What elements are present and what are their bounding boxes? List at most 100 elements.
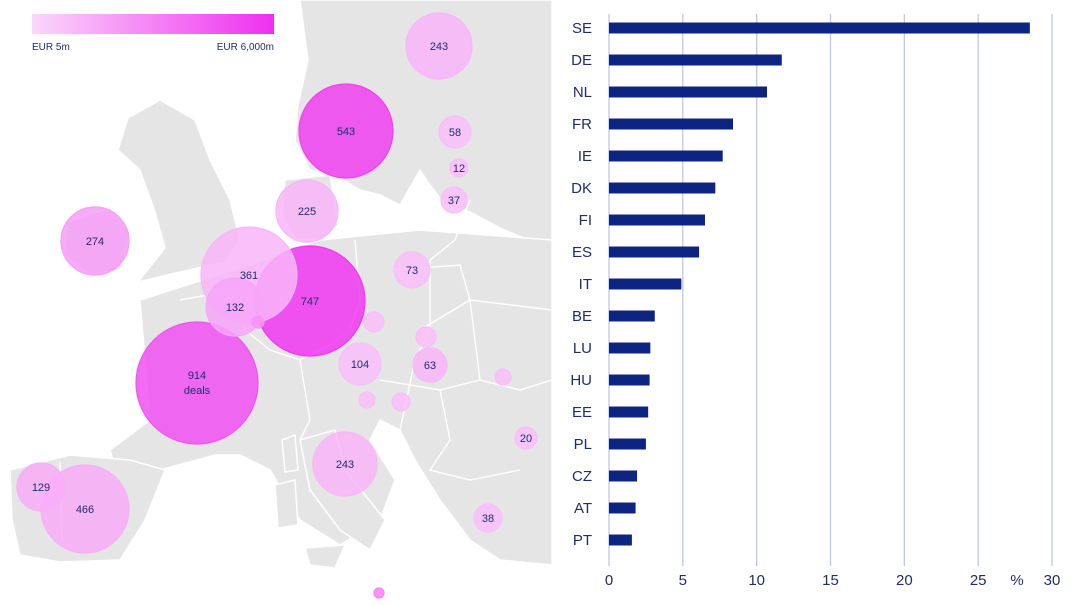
tick-label-10: 10 bbox=[748, 572, 765, 589]
bubble-hu bbox=[412, 347, 448, 383]
bubble-ie bbox=[60, 206, 130, 276]
map-svg: EUR 5m EUR 6,000m 914 deals 747 361 543 274 46… bbox=[9, 0, 552, 599]
bubble-label-fr: 914 bbox=[188, 370, 206, 382]
bubble-pt bbox=[16, 462, 66, 512]
category-label-dk: DK bbox=[571, 180, 592, 197]
bubble-sk bbox=[415, 326, 437, 348]
bubble-ro bbox=[494, 368, 512, 386]
bar-es bbox=[609, 246, 700, 258]
bubble-it bbox=[312, 431, 378, 497]
bar-chart-panel: SE DE NL FR IE DK FI ES IT BE LU HU EE PL CZ AT PT 0 5 10 1… bbox=[552, 0, 1075, 600]
legend-max-label: EUR 6,000m bbox=[217, 42, 274, 53]
category-label-fr: FR bbox=[572, 116, 592, 133]
bubble-label-pl: 73 bbox=[406, 265, 418, 277]
bubble-label-lv: 12 bbox=[453, 163, 465, 175]
bar-be bbox=[609, 310, 655, 322]
bar-hu bbox=[609, 374, 650, 386]
bubble-lt bbox=[440, 186, 468, 214]
bubble-se bbox=[298, 83, 394, 179]
bubble-label-se: 543 bbox=[337, 126, 355, 138]
bar-gridlines bbox=[608, 14, 1053, 566]
category-label-nl: NL bbox=[573, 84, 592, 101]
bar-dk bbox=[609, 182, 716, 194]
bubble-hr bbox=[391, 392, 411, 412]
bubble-label-at: 104 bbox=[351, 359, 369, 371]
bubble-mt bbox=[373, 587, 385, 599]
category-label-fi: FI bbox=[579, 212, 592, 229]
europe-bubble-map: EUR 5m EUR 6,000m 914 deals 747 361 543 274 46… bbox=[9, 0, 552, 599]
bar-pl bbox=[609, 438, 646, 450]
bar-nl bbox=[609, 86, 768, 98]
corsica-land bbox=[281, 433, 299, 473]
bubble-dk bbox=[275, 179, 339, 243]
scandinavia-land bbox=[294, 0, 552, 251]
bar-tick-labels: 0 5 10 15 20 25 30 bbox=[605, 572, 1061, 589]
bar-de bbox=[609, 54, 782, 66]
bubble-ee bbox=[438, 115, 472, 149]
category-label-se: SE bbox=[572, 20, 592, 37]
bubble-label-bg: 20 bbox=[520, 433, 532, 445]
bubble-bg bbox=[514, 426, 538, 450]
category-label-hu: HU bbox=[570, 372, 592, 389]
bubble-lu bbox=[251, 315, 265, 329]
bar-fr bbox=[609, 118, 734, 130]
sicily-land bbox=[304, 544, 347, 569]
category-label-es: ES bbox=[572, 244, 592, 261]
bubble-label-ie: 274 bbox=[86, 236, 104, 248]
bubble-label-es: 466 bbox=[76, 504, 94, 516]
bar-pt bbox=[609, 534, 632, 546]
unit-label: % bbox=[1010, 572, 1023, 589]
category-label-pt: PT bbox=[573, 532, 592, 549]
bubble-gr bbox=[473, 503, 503, 533]
tick-label-30: 30 bbox=[1044, 572, 1061, 589]
category-label-at: AT bbox=[574, 500, 592, 517]
deal-bubbles: 914 deals 747 361 543 274 466 243 243 225 132 129 10… bbox=[16, 12, 538, 599]
bar-se bbox=[609, 22, 1030, 34]
bubble-label-pt: 129 bbox=[32, 482, 50, 494]
bar-it bbox=[609, 278, 682, 290]
bar-fi bbox=[609, 214, 705, 226]
bar-lu bbox=[609, 342, 651, 354]
bar-ie bbox=[609, 150, 723, 162]
bubble-at bbox=[338, 342, 382, 386]
tick-label-25: 25 bbox=[970, 572, 987, 589]
bubble-label-ee: 58 bbox=[449, 127, 461, 139]
bubble-fi bbox=[405, 12, 473, 80]
legend-gradient-bar bbox=[32, 14, 274, 34]
category-label-de: DE bbox=[571, 52, 592, 69]
bar-at bbox=[609, 502, 636, 514]
category-label-pl: PL bbox=[574, 436, 592, 453]
bar-cz bbox=[609, 470, 638, 482]
bubble-label-de: 747 bbox=[301, 296, 319, 308]
category-label-it: IT bbox=[579, 276, 592, 293]
bubble-sublabel-fr: deals bbox=[184, 385, 211, 397]
legend-min-label: EUR 5m bbox=[32, 42, 70, 53]
category-label-cz: CZ bbox=[572, 468, 592, 485]
category-label-ie: IE bbox=[578, 148, 592, 165]
bubble-label-hu: 63 bbox=[424, 360, 436, 372]
category-label-lu: LU bbox=[573, 340, 592, 357]
tick-label-0: 0 bbox=[605, 572, 613, 589]
bubble-be bbox=[205, 277, 265, 337]
sardinia-land bbox=[274, 479, 299, 529]
bar-ee bbox=[609, 406, 649, 418]
bar-marks bbox=[609, 22, 1030, 546]
bubble-label-be: 132 bbox=[226, 302, 244, 314]
bar-chart-svg: SE DE NL FR IE DK FI ES IT BE LU HU EE PL CZ AT PT 0 5 10 1… bbox=[570, 14, 1061, 589]
bubble-label-nl: 361 bbox=[240, 270, 258, 282]
bubble-label-gr: 38 bbox=[482, 513, 494, 525]
bubble-label-fi: 243 bbox=[430, 41, 448, 53]
bar-category-labels: SE DE NL FR IE DK FI ES IT BE LU HU EE PL CZ AT PT bbox=[570, 20, 592, 549]
bubble-cz bbox=[363, 311, 385, 333]
bubble-pl bbox=[393, 251, 431, 289]
category-label-ee: EE bbox=[572, 404, 592, 421]
category-label-be: BE bbox=[572, 308, 592, 325]
bubble-label-dk: 225 bbox=[298, 206, 316, 218]
tick-label-20: 20 bbox=[896, 572, 913, 589]
bubble-si bbox=[358, 391, 376, 409]
tick-label-5: 5 bbox=[679, 572, 687, 589]
bubble-label-it: 243 bbox=[336, 459, 354, 471]
legend: EUR 5m EUR 6,000m bbox=[32, 14, 274, 53]
bubble-label-lt: 37 bbox=[448, 195, 460, 207]
tick-label-15: 15 bbox=[822, 572, 839, 589]
